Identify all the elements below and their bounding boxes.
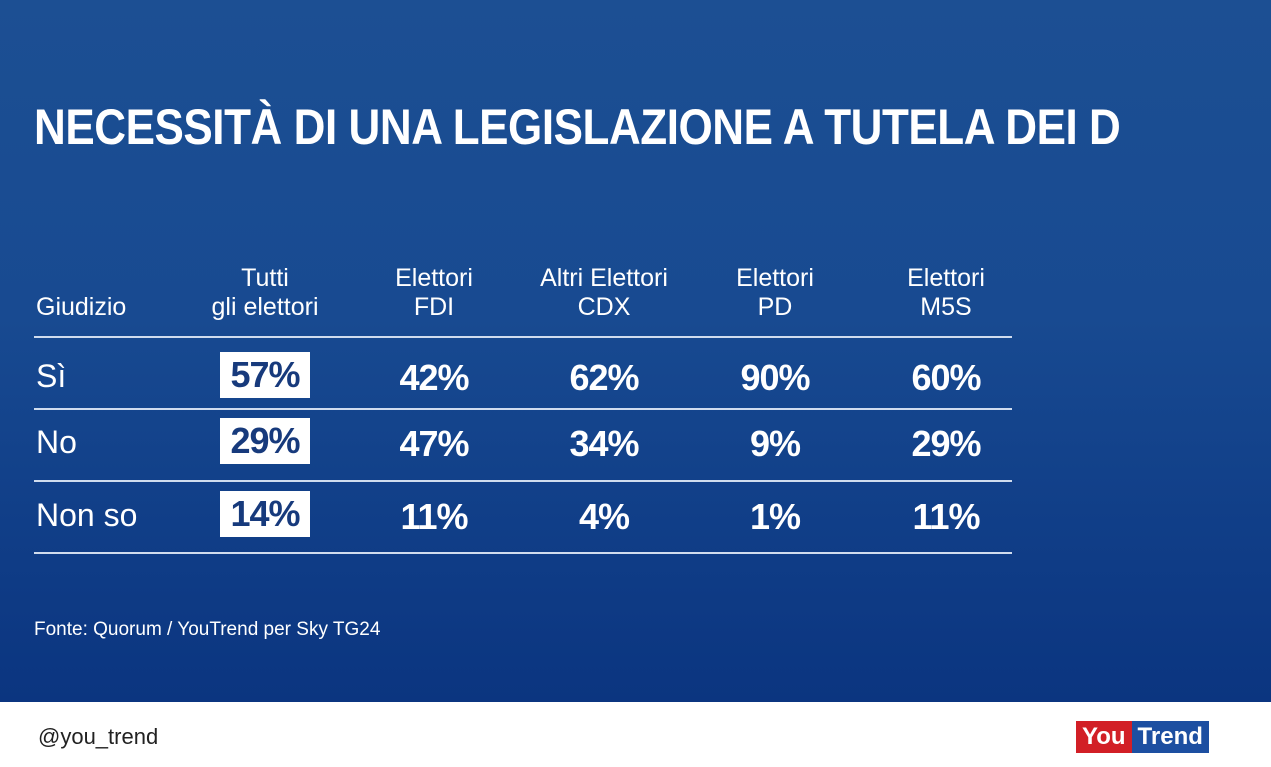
value-cell: 4% xyxy=(578,496,630,537)
row-label: Sì xyxy=(36,358,67,394)
column-header-5: Elettori M5S xyxy=(907,264,985,321)
value-cell: 9% xyxy=(749,423,801,464)
value-cell: 34% xyxy=(569,423,639,464)
footer-bar: @you_trend You Trend xyxy=(0,702,1271,767)
value-cell: 29% xyxy=(911,423,981,464)
column-header-giudizio: Giudizio xyxy=(36,293,127,321)
row-label: No xyxy=(36,424,77,460)
column-header-1: Tutti gli elettori xyxy=(211,264,319,321)
social-handle: @you_trend xyxy=(38,724,159,749)
column-header-3: Altri Elettori CDX xyxy=(540,264,668,321)
highlighted-value-cell: 57% xyxy=(220,352,310,398)
youtrend-logo: You Trend xyxy=(1076,721,1209,753)
value-cell: 11% xyxy=(912,496,980,537)
table-divider xyxy=(34,408,1012,410)
column-header-2: Elettori FDI xyxy=(395,264,473,321)
value-cell: 47% xyxy=(399,423,469,464)
row-label: Non so xyxy=(36,497,138,533)
table-divider xyxy=(34,336,1012,338)
value-cell: 1% xyxy=(749,496,801,537)
value-cell: 60% xyxy=(911,357,981,398)
column-header-4: Elettori PD xyxy=(736,264,814,321)
source-note: Fonte: Quorum / YouTrend per Sky TG24 xyxy=(34,619,381,640)
value-cell: 90% xyxy=(740,357,810,398)
value-cell: 42% xyxy=(399,357,469,398)
table-divider xyxy=(34,480,1012,482)
value-cell: 11% xyxy=(400,496,468,537)
chart-panel: NECESSITÀ DI UNA LEGISLAZIONE A TUTELA D… xyxy=(0,0,1271,702)
logo-trend: Trend xyxy=(1131,721,1209,753)
table-divider xyxy=(34,552,1012,554)
logo-you: You xyxy=(1076,721,1132,753)
highlighted-value-cell: 29% xyxy=(220,418,310,464)
highlighted-value-cell: 14% xyxy=(220,491,310,537)
chart-title: NECESSITÀ DI UNA LEGISLAZIONE A TUTELA D… xyxy=(34,99,1123,155)
value-cell: 62% xyxy=(569,357,639,398)
